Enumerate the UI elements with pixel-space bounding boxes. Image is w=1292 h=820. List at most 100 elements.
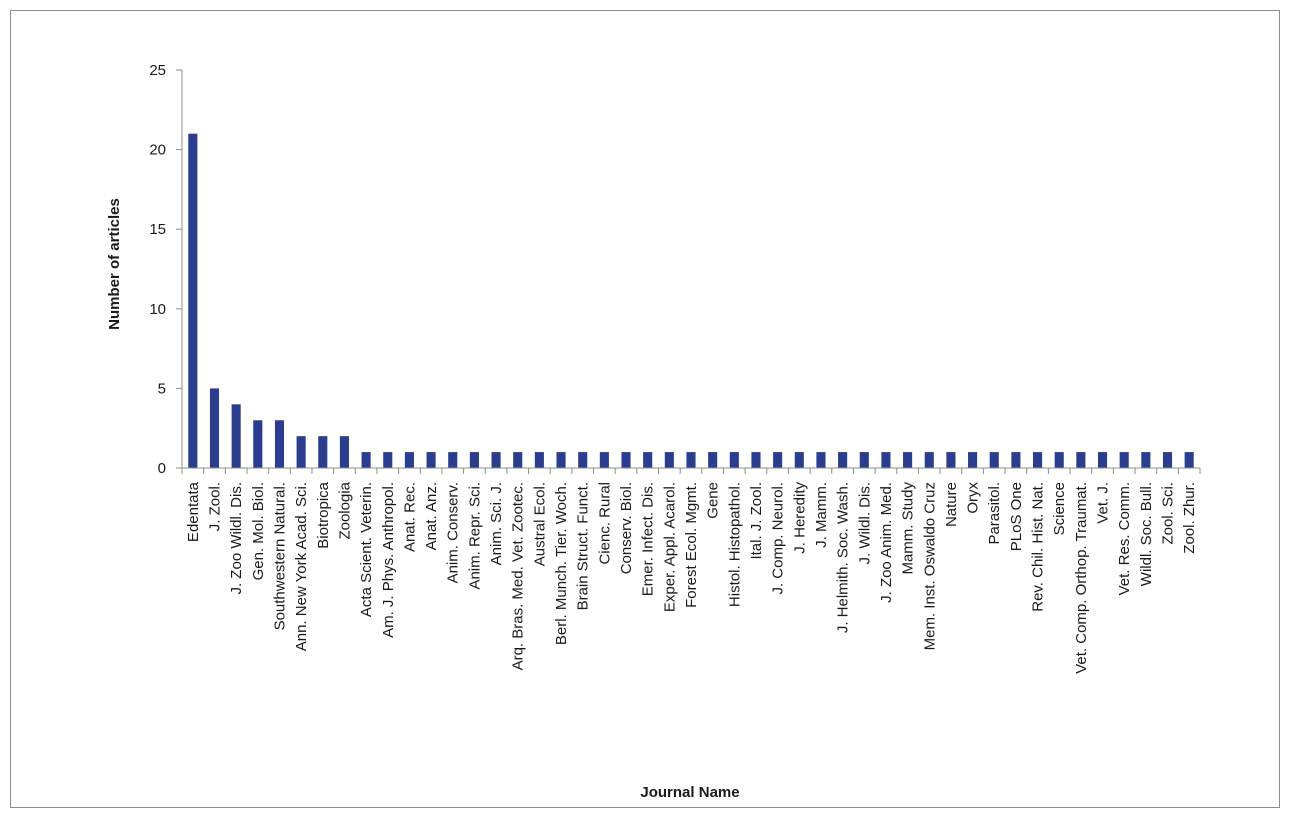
bar xyxy=(556,452,566,468)
x-tick-label: Anat. Anz. xyxy=(423,482,440,550)
x-tick-label: Parasitol. xyxy=(986,482,1003,545)
x-tick-label: Histol. Histopathol. xyxy=(726,482,743,607)
x-tick-label: Wildl. Soc. Bull. xyxy=(1138,482,1155,586)
bar xyxy=(1141,452,1151,468)
x-tick-label: Rev. Chil. Hist. Nat. xyxy=(1030,482,1047,612)
bar xyxy=(534,452,544,468)
x-tick-label: Ann. New York Acad. Sci. xyxy=(293,482,310,651)
bar xyxy=(1033,452,1043,468)
x-tick-label: Gen. Mol. Biol. xyxy=(250,482,267,580)
x-tick-label: Mamm. Study xyxy=(900,482,917,575)
bar xyxy=(383,452,393,468)
x-tick-label: J. Zool. xyxy=(206,482,223,531)
bar xyxy=(231,404,241,468)
bar xyxy=(253,420,263,468)
x-tick-label: Arq. Bras. Med. Vet. Zootec. xyxy=(510,482,527,670)
x-tick-label: Zool. Sci. xyxy=(1160,482,1177,545)
x-tick-label: Science xyxy=(1051,482,1068,535)
y-axis-ticks: 0 5 10 15 20 25 xyxy=(149,62,182,477)
bar xyxy=(881,452,891,468)
bar xyxy=(513,452,523,468)
bar xyxy=(686,452,696,468)
x-tick-label: Emer. Infect. Dis. xyxy=(640,482,657,596)
x-tick-label: Forest Ecol. Mgmt. xyxy=(683,482,700,608)
bar xyxy=(1054,452,1064,468)
x-tick-label: Mem. Inst. Oswaldo Cruz xyxy=(921,482,938,650)
x-tick-label: Austral Ecol. xyxy=(531,482,548,566)
x-tick-label: Zool. Zhur. xyxy=(1181,482,1198,554)
bar xyxy=(1097,452,1108,468)
bar xyxy=(859,452,869,468)
y-tick-label: 10 xyxy=(149,301,166,318)
bar xyxy=(1076,452,1086,468)
bar xyxy=(404,452,414,468)
y-tick-label: 15 xyxy=(149,221,166,238)
x-tick-label: Southwestern Natural. xyxy=(271,482,288,630)
bar xyxy=(794,452,804,468)
bar xyxy=(968,452,978,468)
y-axis-title: Number of articles xyxy=(106,198,123,330)
x-tick-label: J. Zoo Wildl. Dis. xyxy=(228,482,245,595)
x-tick-label: Conserv. Biol. xyxy=(618,482,635,574)
x-tick-label: J. Mamm. xyxy=(813,482,830,548)
bar xyxy=(1011,452,1021,468)
y-tick-label: 25 xyxy=(149,62,166,79)
bar xyxy=(209,388,220,468)
x-tick-label: J. Wildl. Dis. xyxy=(856,482,873,565)
y-tick-label: 20 xyxy=(149,142,166,159)
bars xyxy=(188,133,1194,468)
x-tick-label: Anim. Repr. Sci. xyxy=(466,482,483,590)
x-tick-label: Berl. Munch. Tier. Woch. xyxy=(553,482,570,645)
bar xyxy=(1119,452,1129,468)
bar xyxy=(426,452,436,468)
x-tick-label: Cienc. Rural xyxy=(596,482,613,565)
bar xyxy=(708,452,718,468)
bar xyxy=(578,452,588,468)
x-tick-label: Anim. Conserv. xyxy=(445,482,462,583)
bar xyxy=(664,452,674,468)
bar xyxy=(491,452,501,468)
x-tick-label: Brain Struct. Funct. xyxy=(575,482,592,610)
bar xyxy=(773,452,783,468)
x-tick-label: Vet. Comp. Orthop. Traumat. xyxy=(1073,482,1090,674)
bar xyxy=(816,452,826,468)
x-tick-label: Zoologia xyxy=(336,481,353,539)
bar xyxy=(838,452,848,468)
chart-frame xyxy=(10,10,1280,808)
x-tick-label: Vet. Res. Comm. xyxy=(1116,482,1133,595)
bar xyxy=(621,452,631,468)
x-tick-label: Edentata xyxy=(185,481,202,542)
bar xyxy=(751,452,761,468)
x-tick-label: J. Zoo Anim. Med. xyxy=(878,482,895,603)
bar xyxy=(924,452,934,468)
x-tick-label: Acta Scient. Veterin. xyxy=(358,482,375,617)
y-tick-label: 0 xyxy=(158,460,166,477)
bar xyxy=(448,452,458,468)
y-tick-label: 5 xyxy=(158,380,166,397)
bar xyxy=(469,452,479,468)
x-tick-label: Anim. Sci. J. xyxy=(488,482,505,565)
x-tick-label: Biotropica xyxy=(315,481,332,548)
x-tick-label: Exper. Appl. Acarol. xyxy=(661,482,678,612)
x-tick-label: Gene xyxy=(705,482,722,519)
bar xyxy=(729,452,739,468)
x-tick-label: Anat. Rec. xyxy=(401,482,418,552)
bar xyxy=(989,452,999,468)
x-tick-label: Vet. J. xyxy=(1095,482,1112,524)
bar xyxy=(188,133,198,468)
x-tick-label: J. Comp. Neurol. xyxy=(770,482,787,595)
bar xyxy=(946,452,956,468)
x-tick-label: J. Heredity xyxy=(791,482,808,554)
x-axis-tick-labels: Edentata J. Zool. J. Zoo Wildl. Dis. Gen. M… xyxy=(181,468,1201,674)
x-tick-label: Ital. J. Zool. xyxy=(748,482,765,560)
bar xyxy=(339,436,349,468)
bar xyxy=(599,452,609,468)
x-axis-title: Journal Name xyxy=(640,784,739,801)
bar xyxy=(296,436,306,468)
bar xyxy=(274,420,285,468)
x-tick-label: PLoS One xyxy=(1008,482,1025,551)
bar xyxy=(903,452,913,468)
x-tick-label: Nature xyxy=(943,482,960,527)
x-tick-label: Oryx xyxy=(965,482,982,514)
